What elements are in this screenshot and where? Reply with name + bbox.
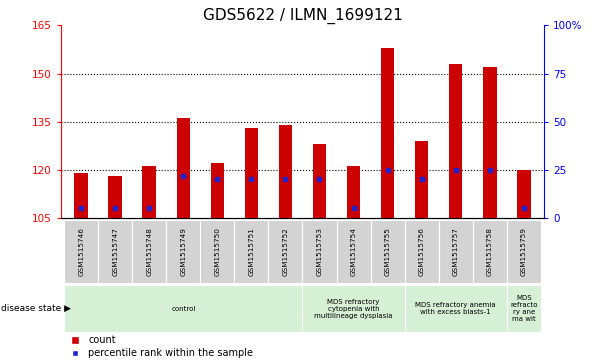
Bar <box>201 220 235 283</box>
Bar <box>167 220 201 283</box>
Text: GSM1515758: GSM1515758 <box>486 227 492 276</box>
Text: GSM1515749: GSM1515749 <box>181 227 186 276</box>
Bar <box>370 220 404 283</box>
Bar <box>98 220 133 283</box>
Bar <box>64 220 98 283</box>
Bar <box>347 167 361 218</box>
Text: GSM1515753: GSM1515753 <box>317 227 322 276</box>
Bar <box>517 170 531 218</box>
Bar <box>506 285 541 332</box>
Text: GSM1515746: GSM1515746 <box>78 227 85 276</box>
Text: GSM1515750: GSM1515750 <box>215 227 220 276</box>
Bar <box>404 285 506 332</box>
Text: GSM1515755: GSM1515755 <box>385 227 390 276</box>
Bar <box>176 118 190 218</box>
Text: MDS refractory
cytopenia with
multilineage dysplasia: MDS refractory cytopenia with multilinea… <box>314 298 393 319</box>
Bar <box>483 67 497 218</box>
Bar <box>108 176 122 218</box>
Text: GSM1515751: GSM1515751 <box>249 227 254 276</box>
Text: MDS refractory anemia
with excess blasts-1: MDS refractory anemia with excess blasts… <box>415 302 496 315</box>
Text: GSM1515747: GSM1515747 <box>112 227 119 276</box>
Text: MDS
refracto
ry ane
ma wit: MDS refracto ry ane ma wit <box>510 295 537 322</box>
Text: GSM1515759: GSM1515759 <box>520 227 527 276</box>
Bar <box>438 220 472 283</box>
Legend: count, percentile rank within the sample: count, percentile rank within the sample <box>66 335 253 358</box>
Bar <box>278 125 292 218</box>
Bar <box>244 128 258 218</box>
Bar <box>74 173 88 218</box>
Bar <box>415 141 429 218</box>
Text: GSM1515757: GSM1515757 <box>453 227 458 276</box>
Bar <box>449 64 463 218</box>
Bar <box>404 220 438 283</box>
Bar <box>133 220 167 283</box>
Bar <box>313 144 326 218</box>
Text: GSM1515756: GSM1515756 <box>419 227 424 276</box>
Text: GSM1515754: GSM1515754 <box>351 227 356 276</box>
Bar <box>506 220 541 283</box>
Bar <box>303 285 404 332</box>
Bar <box>472 220 506 283</box>
Bar <box>210 163 224 218</box>
Bar <box>336 220 370 283</box>
Bar <box>64 285 303 332</box>
Text: GSM1515752: GSM1515752 <box>283 227 288 276</box>
Bar <box>381 48 395 218</box>
Text: disease state ▶: disease state ▶ <box>1 304 71 313</box>
Bar <box>142 167 156 218</box>
Title: GDS5622 / ILMN_1699121: GDS5622 / ILMN_1699121 <box>202 8 402 24</box>
Bar <box>235 220 269 283</box>
Bar <box>303 220 336 283</box>
Bar <box>269 220 302 283</box>
Text: GSM1515748: GSM1515748 <box>147 227 152 276</box>
Text: control: control <box>171 306 196 311</box>
